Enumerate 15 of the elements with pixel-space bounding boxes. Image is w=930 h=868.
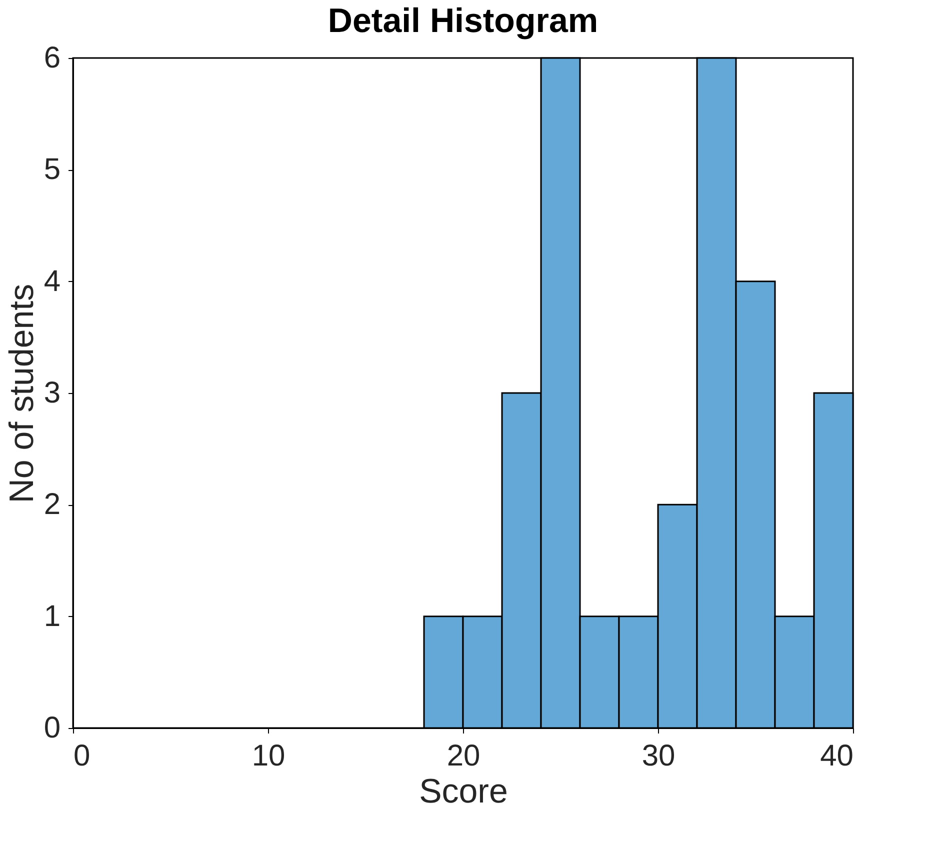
y-tick-label: 5 <box>44 153 60 186</box>
y-tick-label: 3 <box>44 376 60 410</box>
x-axis-title: Score <box>419 772 508 810</box>
x-tick-label: 20 <box>446 740 480 772</box>
chart-title: Detail Histogram <box>328 2 598 40</box>
x-tick-label: 0 <box>74 740 90 772</box>
x-tick-label: 10 <box>252 740 286 772</box>
y-tick-label: 6 <box>44 42 60 74</box>
y-tick-label: 0 <box>44 712 60 744</box>
x-tick-label: 40 <box>820 740 854 772</box>
y-tick-label: 1 <box>44 600 60 633</box>
y-tick-label: 4 <box>44 264 60 298</box>
x-tick-label: 30 <box>642 740 676 772</box>
y-tick-label: 2 <box>44 488 60 522</box>
y-axis-title: No of students <box>2 284 41 504</box>
